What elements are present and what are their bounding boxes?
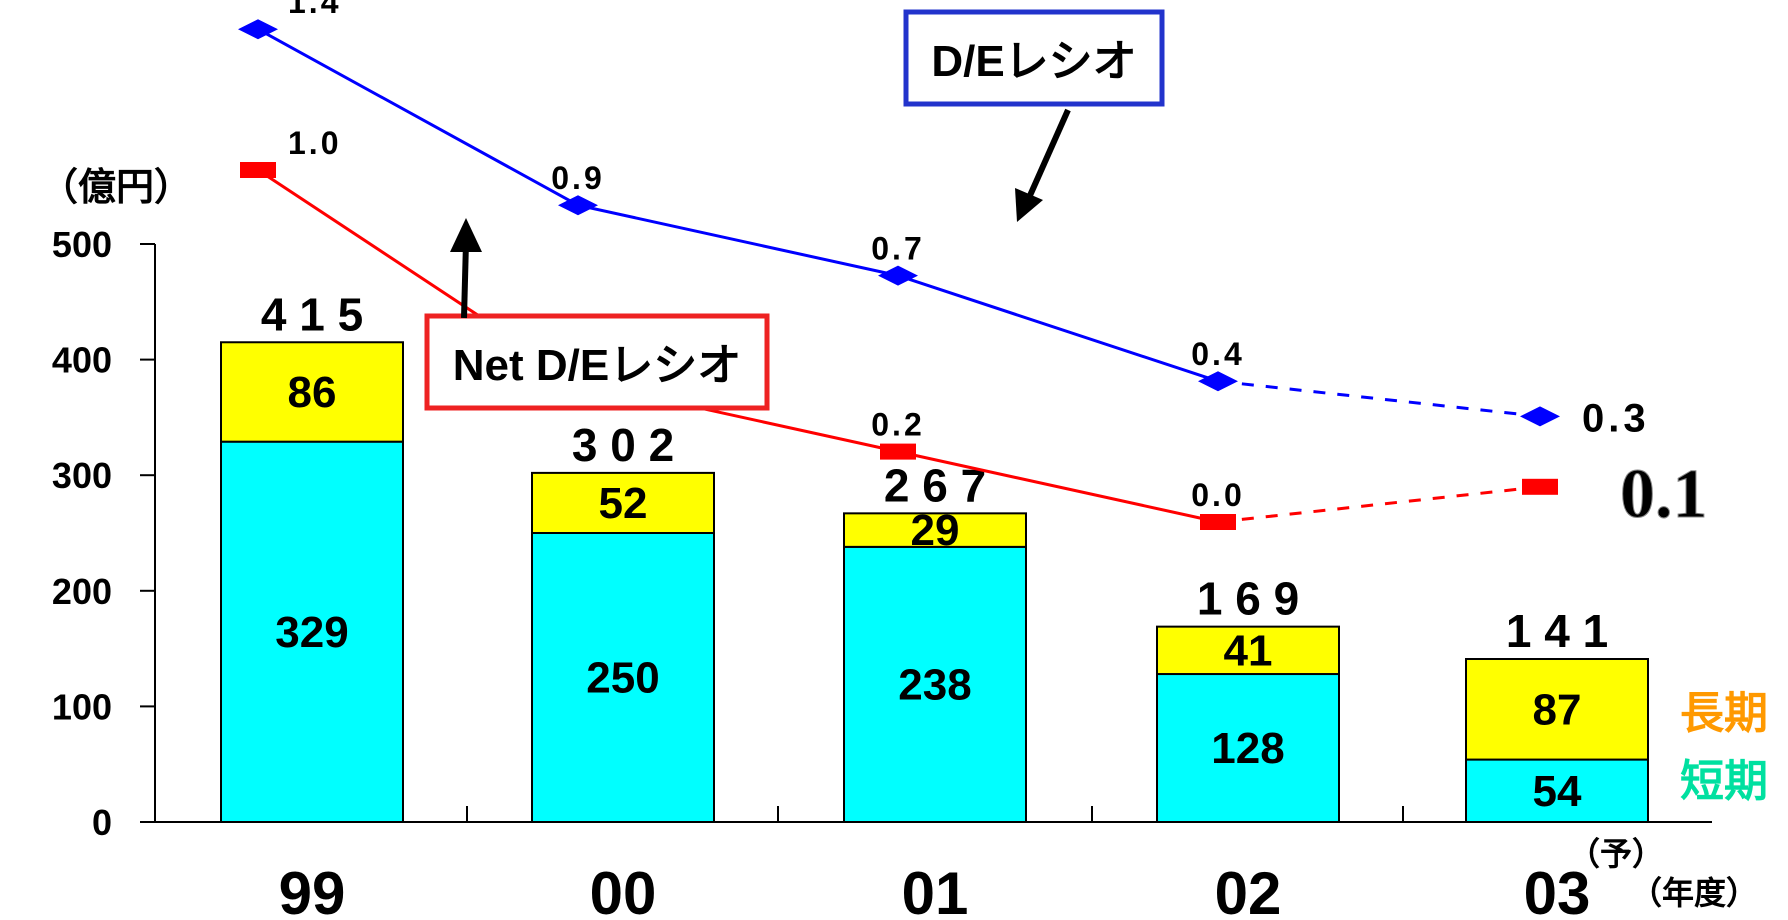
bar-long-term-label: 52	[599, 479, 648, 528]
bar-long-term	[220, 341, 404, 443]
net-de-ratio-point	[1200, 514, 1236, 530]
legend-short-term: 短期	[1680, 757, 1768, 806]
de-ratio-value-label: 0.4	[1191, 336, 1244, 372]
net-de-ratio-arrow	[461, 241, 469, 319]
y-tick-label: 200	[52, 571, 112, 612]
de-ratio-value-label: 0.7	[871, 231, 924, 267]
bar-total-label: 4 1 5	[261, 288, 363, 340]
bar-total-label: 1 4 1	[1506, 605, 1608, 657]
bar-long-term-label: 87	[1533, 685, 1582, 734]
net-de-ratio-point	[1522, 478, 1558, 495]
bar-short-term	[843, 545, 1027, 823]
net-de-ratio-line	[257, 168, 1219, 524]
bar-short-term-label: 54	[1533, 767, 1582, 816]
bar-total-label: 1 6 9	[1197, 573, 1299, 625]
de-ratio-label: D/Eレシオ	[931, 37, 1136, 86]
y-tick-label: 300	[52, 455, 112, 496]
bar-long-term	[531, 471, 715, 534]
x-tick-label: 03	[1524, 860, 1591, 920]
net-de-ratio-point	[240, 162, 276, 178]
bar-long-term-label: 86	[288, 368, 337, 417]
de-ratio-point	[558, 195, 598, 216]
x-ticks: 99 00 01 02 03	[279, 806, 1591, 920]
de-ratio-point	[238, 19, 278, 40]
de-ratio-line	[257, 27, 1219, 383]
de-ratio-value-label: 0.9	[551, 160, 604, 196]
net-de-ratio-forecast-line	[1217, 485, 1541, 524]
bar-short-term-label: 250	[586, 654, 659, 703]
x-tick-label: 01	[902, 860, 969, 920]
x-tick-label: 02	[1215, 860, 1282, 920]
net-de-ratio-arrowhead	[450, 218, 482, 252]
bar-short-term	[220, 440, 404, 823]
bar-long-term-label: 29	[911, 506, 960, 555]
de-ratio-value-label: 1.4	[288, 0, 341, 20]
net-de-ratio-label-box	[424, 313, 770, 411]
y-unit-label: （億円）	[40, 167, 192, 209]
bar-short-term-label: 128	[1211, 724, 1284, 773]
net-de-ratio-label: Net D/Eレシオ	[453, 341, 741, 390]
y-ticks: 0 100 200 300 400 500	[52, 224, 155, 843]
x-tick-label: 00	[590, 860, 657, 920]
forecast-label: （予）	[1568, 836, 1664, 872]
net-de-ratio-value-label: 0.1	[1620, 456, 1708, 533]
bar-short-term	[1156, 673, 1340, 823]
de-ratio-point	[1520, 406, 1560, 427]
de-ratio-forecast-line	[1217, 379, 1541, 418]
y-tick-label: 400	[52, 340, 112, 381]
net-de-ratio-value-label: 1.0	[288, 125, 341, 161]
bar-short-term	[1465, 758, 1649, 823]
bar-short-term-label: 329	[275, 608, 348, 657]
de-ratio-value-label: 0.3	[1582, 396, 1650, 440]
bar-short-term-label: 238	[898, 660, 971, 709]
de-ratio-arrowhead	[1015, 188, 1043, 222]
x-unit-label: （年度）	[1630, 875, 1758, 911]
de-ratio-point	[878, 265, 918, 286]
y-tick-label: 500	[52, 224, 112, 265]
net-de-ratio-value-label: 0.2	[871, 407, 924, 443]
x-tick-label: 99	[279, 860, 346, 920]
de-ratio-point	[1198, 371, 1238, 392]
legend-long-term: 長期	[1680, 689, 1768, 738]
bar-total-label: 3 0 2	[572, 419, 674, 471]
bar-long-term	[1465, 658, 1649, 761]
bar-long-term	[1156, 625, 1340, 676]
bar-long-term	[843, 512, 1027, 548]
net-de-ratio-point	[880, 443, 916, 460]
de-ratio-arrow	[1025, 108, 1071, 202]
y-tick-label: 0	[92, 802, 112, 843]
net-de-ratio-value-label: 0.0	[1191, 477, 1244, 513]
y-tick-label: 100	[52, 686, 112, 727]
de-ratio-label-box	[903, 9, 1165, 107]
bar-long-term-label: 41	[1224, 626, 1273, 675]
